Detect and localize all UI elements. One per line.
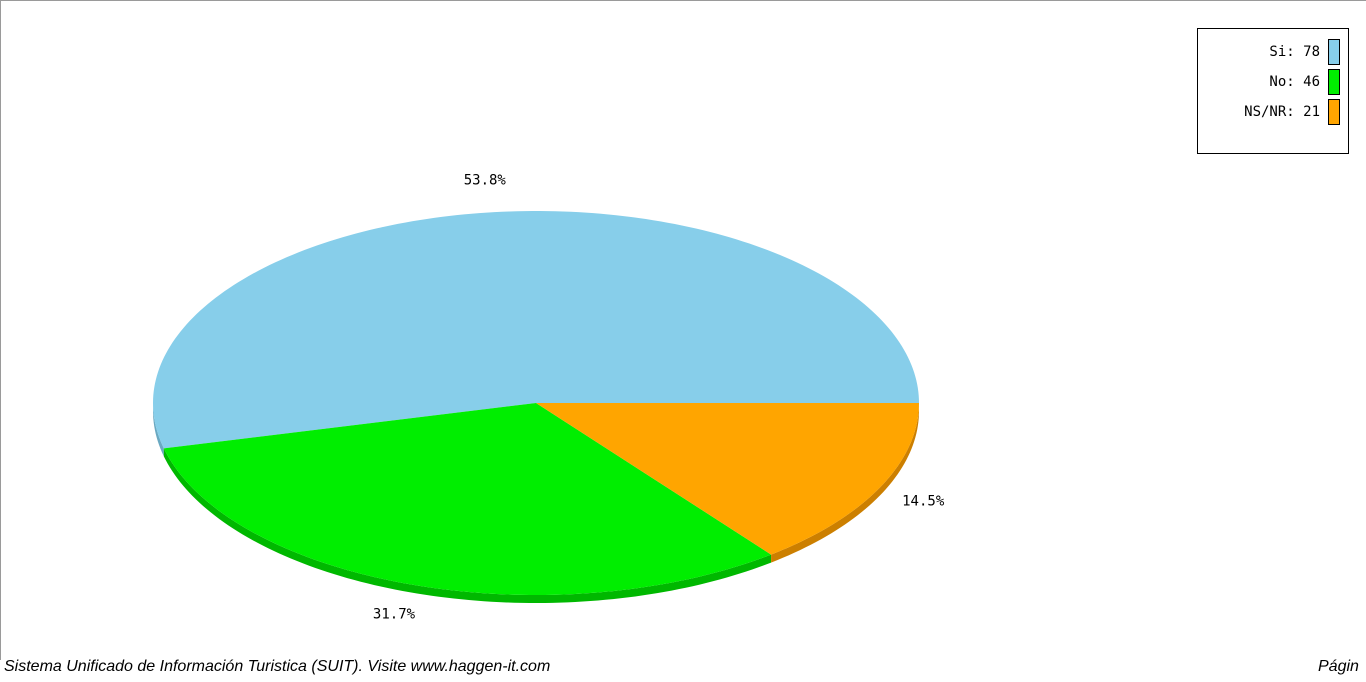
- pie-side-si: [153, 403, 164, 457]
- legend-label-si: Si: 78: [1269, 44, 1320, 60]
- footer-page-label: Págin: [1318, 658, 1359, 675]
- legend-swatch-no: [1328, 69, 1340, 95]
- pie-chart: 53.8% 31.7% 14.5%: [153, 173, 945, 623]
- pie-side-no: [163, 448, 772, 603]
- pie-side-nsnr: [771, 403, 919, 563]
- pie-label-si: 53.8%: [464, 173, 507, 189]
- legend-label-nsnr: NS/NR: 21: [1244, 104, 1320, 120]
- legend-label-no: No: 46: [1269, 74, 1320, 90]
- legend-swatch-si: [1328, 39, 1340, 65]
- legend-swatch-nsnr: [1328, 99, 1340, 125]
- footer-text: Sistema Unificado de Información Turisti…: [4, 658, 551, 675]
- pie-slice-nsnr: [536, 403, 919, 555]
- pie-label-nsnr: 14.5%: [902, 493, 945, 509]
- pie-label-no: 31.7%: [373, 607, 416, 623]
- legend: Si: 78 No: 46 NS/NR: 21: [1197, 28, 1349, 154]
- legend-item-no: No: 46: [1206, 67, 1340, 97]
- pie-slice-si: [153, 211, 919, 449]
- footer: Sistema Unificado de Información Turisti…: [4, 658, 1366, 682]
- legend-item-nsnr: NS/NR: 21: [1206, 97, 1340, 127]
- chart-frame: 53.8% 31.7% 14.5% Si: 78 No: 46 NS/NR: 21: [0, 0, 1366, 660]
- pie-slice-no: [163, 403, 772, 595]
- legend-item-si: Si: 78: [1206, 37, 1340, 67]
